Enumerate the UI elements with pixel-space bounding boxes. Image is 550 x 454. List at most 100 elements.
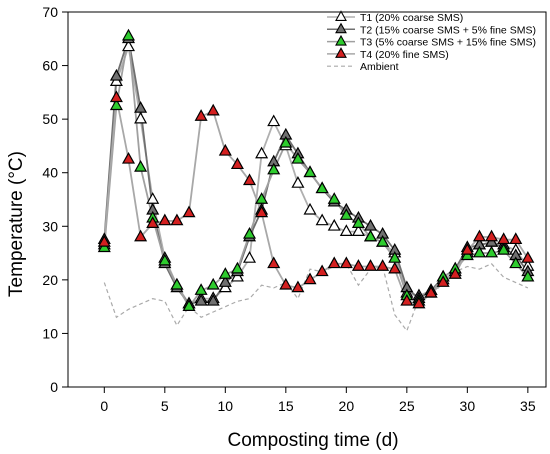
legend-item: Ambient	[327, 61, 399, 73]
data-point	[109, 68, 123, 81]
x-axis-title: Composting time (d)	[227, 430, 398, 451]
data-point	[327, 256, 341, 269]
data-point	[267, 256, 281, 269]
data-point	[509, 256, 523, 269]
series-lines	[103, 35, 529, 332]
data-point	[242, 226, 257, 239]
data-point	[146, 216, 160, 228]
data-point	[109, 90, 123, 103]
data-point	[206, 103, 220, 116]
data-point	[364, 229, 378, 242]
data-point	[291, 176, 305, 188]
data-point	[206, 277, 220, 290]
data-point	[134, 159, 148, 172]
data-point	[291, 151, 305, 164]
data-point	[315, 264, 329, 277]
x-tick-label: 20	[339, 398, 355, 414]
data-point	[315, 213, 329, 226]
data-point	[279, 135, 293, 148]
legend-marker	[335, 47, 347, 58]
y-axis-title: Temperature (°C)	[6, 151, 27, 297]
data-point	[170, 277, 184, 290]
data-point	[255, 146, 269, 159]
y-tick-label: 0	[50, 379, 58, 395]
data-point	[400, 293, 414, 306]
data-point	[97, 234, 111, 247]
data-point	[376, 259, 390, 271]
data-point	[218, 275, 232, 287]
data-point	[364, 218, 378, 231]
x-tick-label: 25	[399, 398, 415, 414]
data-point	[339, 256, 353, 269]
legend-label: T3 (5% coarse SMS + 15% fine SMS)	[360, 37, 536, 49]
data-point	[448, 267, 462, 279]
data-point	[376, 234, 390, 247]
data-point	[351, 259, 365, 271]
axis-ticks: 0 5 10 15 20 25 30 35 0 10 20 30 40 50 60 70	[42, 4, 535, 414]
legend-item: T3 (5% coarse SMS + 15% fine SMS)	[327, 34, 536, 49]
data-point	[497, 243, 511, 255]
data-point	[194, 283, 208, 295]
data-point	[218, 143, 232, 156]
legend-marker	[335, 22, 347, 34]
y-tick-label: 70	[42, 4, 58, 20]
legend-label: T1 (20% coarse SMS)	[360, 12, 463, 24]
data-point	[521, 269, 535, 282]
data-point	[472, 229, 486, 242]
y-tick-label: 40	[42, 165, 58, 181]
data-point	[460, 243, 474, 255]
data-point	[194, 293, 208, 306]
data-point	[242, 251, 257, 263]
data-point	[351, 216, 365, 228]
data-point	[121, 39, 136, 52]
x-tick-label: 30	[460, 398, 476, 414]
data-point	[121, 28, 136, 41]
data-point	[206, 293, 220, 306]
y-tick-label: 20	[42, 272, 58, 288]
x-tick-label: 15	[278, 398, 294, 414]
series-line	[103, 97, 529, 305]
legend-item: T4 (20% fine SMS)	[327, 47, 449, 61]
data-point	[303, 272, 317, 285]
legend-label: T2 (15% coarse SMS + 5% fine SMS)	[360, 24, 536, 36]
data-point	[194, 109, 208, 121]
data-point	[158, 213, 172, 226]
data-point	[339, 224, 353, 237]
legend-marker	[335, 10, 347, 21]
data-point	[424, 285, 438, 298]
series-markers	[97, 28, 535, 312]
x-tick-label: 5	[161, 398, 169, 414]
data-point	[472, 245, 486, 258]
legend-label: T4 (20% fine SMS)	[360, 49, 449, 61]
y-tick-label: 10	[42, 325, 58, 341]
data-point	[279, 277, 293, 290]
data-point	[255, 192, 269, 204]
legend-label: Ambient	[360, 61, 399, 73]
data-point	[521, 251, 535, 263]
y-tick-label: 60	[42, 58, 58, 74]
series-line	[103, 263, 529, 332]
legend-marker	[335, 34, 347, 46]
data-point	[315, 181, 329, 194]
data-point	[364, 259, 378, 271]
data-point	[327, 218, 341, 231]
data-point	[436, 275, 450, 287]
plot-area	[67, 11, 547, 388]
data-point	[485, 229, 499, 242]
legend-item: T1 (20% coarse SMS)	[327, 10, 463, 24]
data-point	[134, 111, 148, 124]
data-point	[121, 151, 136, 164]
data-point	[351, 224, 365, 237]
y-tick-label: 30	[42, 218, 58, 234]
legend: T1 (20% coarse SMS)T2 (15% coarse SMS + …	[327, 10, 536, 73]
data-point	[218, 267, 232, 279]
data-point	[230, 261, 244, 274]
data-point	[497, 232, 511, 245]
data-point	[303, 202, 317, 215]
data-point	[242, 173, 257, 186]
data-point	[509, 232, 523, 245]
data-point	[267, 114, 281, 127]
legend-item: T2 (15% coarse SMS + 5% fine SMS)	[327, 22, 536, 36]
data-point	[134, 101, 148, 113]
